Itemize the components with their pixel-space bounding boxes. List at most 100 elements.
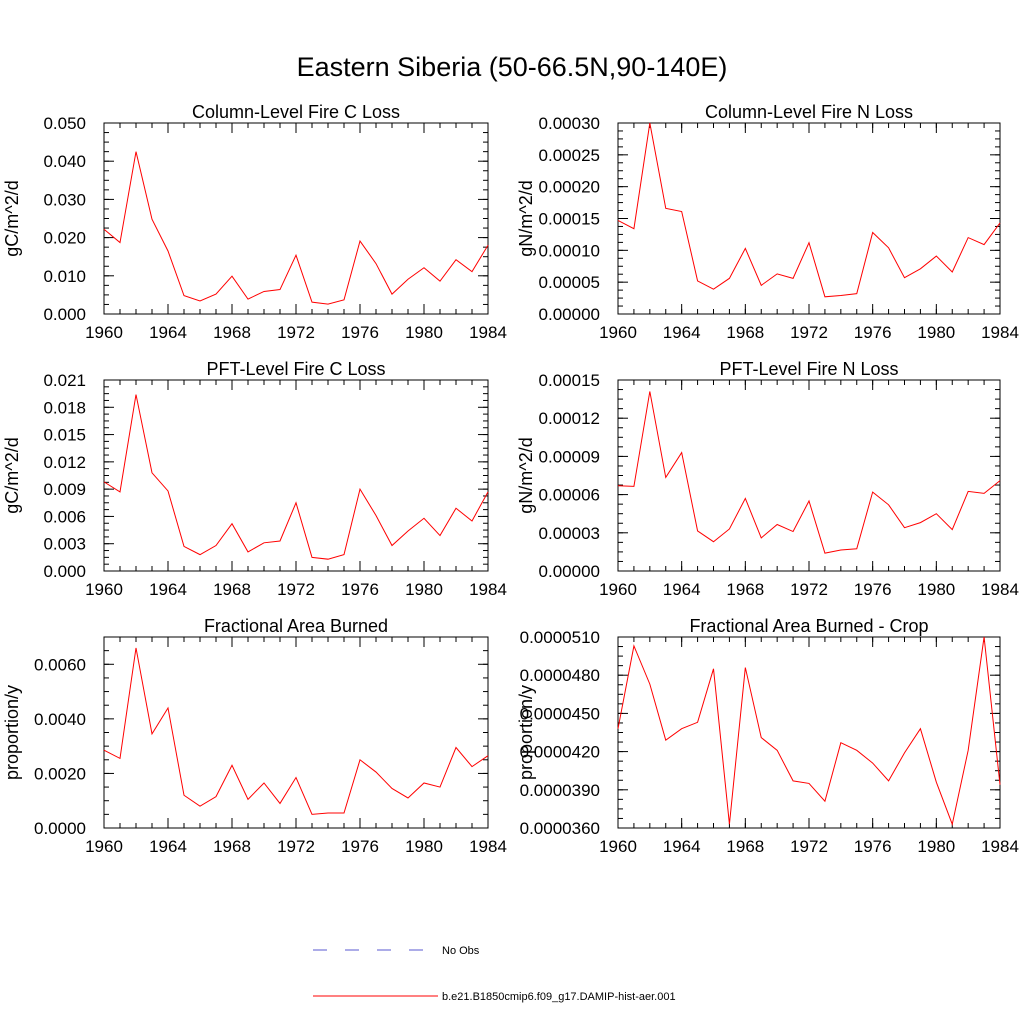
x-tick-label: 1960 bbox=[85, 323, 123, 342]
x-tick-label: 1984 bbox=[981, 580, 1019, 599]
y-tick-label: 0.0000360 bbox=[520, 819, 600, 838]
series-line bbox=[103, 394, 489, 560]
chart-panel-4: PFT-Level Fire N Loss gN/m^2/d 1960 1964 196… bbox=[516, 359, 1019, 599]
x-tick-label: 1972 bbox=[277, 323, 315, 342]
x-tick-label: 1960 bbox=[599, 323, 637, 342]
y-tick-label: 0.000 bbox=[43, 305, 86, 324]
x-tick-label: 1972 bbox=[790, 837, 828, 856]
y-tick-label: 0.00015 bbox=[539, 210, 600, 229]
x-tick-label: 1980 bbox=[917, 837, 955, 856]
chart-title: PFT-Level Fire C Loss bbox=[206, 359, 385, 379]
y-tick-label: 0.00015 bbox=[539, 371, 600, 390]
x-tick-label: 1968 bbox=[726, 580, 764, 599]
x-tick-label: 1964 bbox=[663, 837, 701, 856]
y-tick-label: 0.050 bbox=[43, 114, 86, 133]
plot-frame bbox=[103, 122, 489, 315]
y-axis-label: proportion/y bbox=[2, 685, 22, 780]
figure-title: Eastern Siberia (50-66.5N,90-140E) bbox=[297, 52, 728, 82]
y-tick-label: 0.040 bbox=[43, 152, 86, 171]
x-tick-label: 1980 bbox=[405, 837, 443, 856]
y-tick-label: 0.00000 bbox=[539, 562, 600, 581]
chart-panel-5: Fractional Area Burned proportion/y 1960 19… bbox=[2, 616, 507, 856]
y-axis-label: proportion/y bbox=[516, 685, 536, 780]
chart-panel-6: Fractional Area Burned - Crop proportion/… bbox=[516, 616, 1019, 856]
y-axis-label: gN/m^2/d bbox=[516, 180, 536, 256]
y-axis-label: gC/m^2/d bbox=[2, 437, 22, 513]
y-tick-label: 0.00010 bbox=[539, 241, 600, 260]
plot-frame bbox=[103, 379, 489, 572]
series-line bbox=[103, 647, 489, 815]
x-tick-label: 1968 bbox=[213, 323, 251, 342]
x-tick-label: 1960 bbox=[599, 837, 637, 856]
x-tick-label: 1964 bbox=[663, 323, 701, 342]
plot-frame bbox=[617, 379, 1001, 572]
y-tick-label: 0.00012 bbox=[539, 409, 600, 428]
legend: No Obs b.e21.B1850cmip6.f09_g17.DAMIP-hi… bbox=[313, 945, 676, 1003]
x-tick-label: 1972 bbox=[790, 323, 828, 342]
x-tick-label: 1976 bbox=[341, 323, 379, 342]
x-tick-label: 1976 bbox=[341, 837, 379, 856]
y-tick-label: 0.015 bbox=[43, 426, 86, 445]
y-tick-label: 0.0060 bbox=[34, 655, 86, 674]
x-tick-label: 1980 bbox=[917, 323, 955, 342]
x-tick-label: 1972 bbox=[790, 580, 828, 599]
plot-frame bbox=[617, 122, 1001, 315]
y-axis-label: gN/m^2/d bbox=[516, 437, 536, 513]
chart-panel-3: PFT-Level Fire C Loss gC/m^2/d 1960 1964 196… bbox=[2, 359, 507, 599]
x-tick-label: 1976 bbox=[854, 323, 892, 342]
x-tick-label: 1976 bbox=[854, 837, 892, 856]
y-tick-label: 0.00025 bbox=[539, 146, 600, 165]
y-tick-label: 0.0000450 bbox=[520, 704, 600, 723]
series-line bbox=[617, 391, 1001, 554]
y-tick-label: 0.0000420 bbox=[520, 743, 600, 762]
y-tick-label: 0.020 bbox=[43, 229, 86, 248]
y-tick-label: 0.012 bbox=[43, 453, 86, 472]
chart-title: Column-Level Fire N Loss bbox=[705, 102, 913, 122]
plot-frame bbox=[103, 636, 489, 829]
y-tick-label: 0.00030 bbox=[539, 114, 600, 133]
x-tick-label: 1976 bbox=[341, 580, 379, 599]
chart-title: Column-Level Fire C Loss bbox=[192, 102, 400, 122]
series-line bbox=[103, 151, 489, 305]
x-tick-label: 1980 bbox=[917, 580, 955, 599]
chart-title: PFT-Level Fire N Loss bbox=[719, 359, 898, 379]
x-tick-label: 1972 bbox=[277, 837, 315, 856]
x-tick-label: 1984 bbox=[469, 323, 507, 342]
x-tick-label: 1980 bbox=[405, 323, 443, 342]
y-tick-label: 0.00006 bbox=[539, 486, 600, 505]
x-tick-label: 1984 bbox=[469, 580, 507, 599]
y-tick-label: 0.0020 bbox=[34, 764, 86, 783]
x-tick-label: 1964 bbox=[149, 580, 187, 599]
panels: Column-Level Fire C Loss gC/m^2/d 1960 1964… bbox=[2, 102, 1019, 856]
x-tick-label: 1984 bbox=[469, 837, 507, 856]
legend-model-label: b.e21.B1850cmip6.f09_g17.DAMIP-hist-aer.… bbox=[442, 991, 676, 1003]
y-tick-label: 0.003 bbox=[43, 535, 86, 554]
y-tick-label: 0.00009 bbox=[539, 447, 600, 466]
y-tick-label: 0.0000510 bbox=[520, 628, 600, 647]
x-tick-label: 1964 bbox=[663, 580, 701, 599]
x-tick-label: 1980 bbox=[405, 580, 443, 599]
chart-title: Fractional Area Burned - Crop bbox=[689, 616, 928, 636]
x-tick-label: 1968 bbox=[726, 837, 764, 856]
x-tick-label: 1968 bbox=[726, 323, 764, 342]
y-tick-label: 0.000 bbox=[43, 562, 86, 581]
y-tick-label: 0.010 bbox=[43, 267, 86, 286]
x-tick-label: 1976 bbox=[854, 580, 892, 599]
x-tick-label: 1972 bbox=[277, 580, 315, 599]
y-tick-label: 0.009 bbox=[43, 480, 86, 499]
y-tick-label: 0.00000 bbox=[539, 305, 600, 324]
y-tick-label: 0.0000390 bbox=[520, 781, 600, 800]
x-tick-label: 1960 bbox=[85, 580, 123, 599]
y-tick-label: 0.0000480 bbox=[520, 666, 600, 685]
chart-panel-2: Column-Level Fire N Loss gN/m^2/d 1960 1964… bbox=[516, 102, 1019, 342]
y-tick-label: 0.0040 bbox=[34, 710, 86, 729]
series-line bbox=[617, 122, 1001, 298]
x-tick-label: 1964 bbox=[149, 323, 187, 342]
x-tick-label: 1984 bbox=[981, 323, 1019, 342]
y-tick-label: 0.00003 bbox=[539, 524, 600, 543]
y-axis-label: gC/m^2/d bbox=[2, 180, 22, 256]
x-tick-label: 1960 bbox=[599, 580, 637, 599]
x-tick-label: 1964 bbox=[149, 837, 187, 856]
x-tick-label: 1960 bbox=[85, 837, 123, 856]
